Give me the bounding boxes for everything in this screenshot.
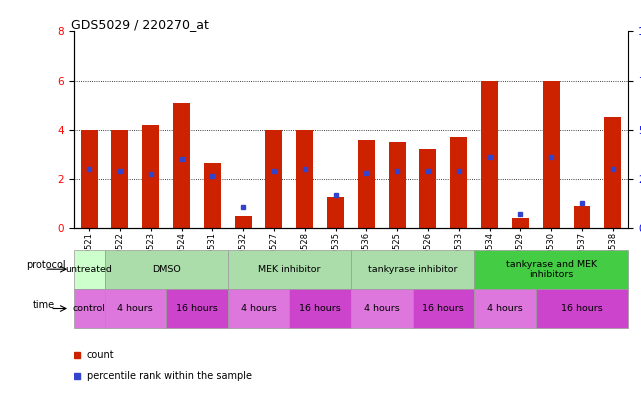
Bar <box>265 130 283 228</box>
Bar <box>474 289 536 328</box>
Text: 16 hours: 16 hours <box>422 304 464 313</box>
Bar <box>574 206 590 228</box>
Bar <box>289 289 351 328</box>
Bar <box>358 140 375 228</box>
Bar <box>142 125 159 228</box>
Bar <box>474 250 628 289</box>
Bar <box>74 289 104 328</box>
Bar <box>536 289 628 328</box>
Bar <box>604 118 621 228</box>
Text: GDS5029 / 220270_at: GDS5029 / 220270_at <box>71 18 209 31</box>
Text: protocol: protocol <box>26 260 65 270</box>
Text: tankyrase inhibitor: tankyrase inhibitor <box>368 265 457 274</box>
Text: 4 hours: 4 hours <box>487 304 523 313</box>
Bar <box>228 289 289 328</box>
Text: 16 hours: 16 hours <box>299 304 341 313</box>
Bar <box>228 250 351 289</box>
Bar <box>351 250 474 289</box>
Text: 4 hours: 4 hours <box>117 304 153 313</box>
Bar <box>112 130 128 228</box>
Text: MEK inhibitor: MEK inhibitor <box>258 265 320 274</box>
Bar <box>543 81 560 228</box>
Text: untreated: untreated <box>65 265 113 274</box>
Text: count: count <box>87 350 114 360</box>
Bar <box>413 289 474 328</box>
Bar <box>235 216 252 228</box>
Bar <box>327 197 344 228</box>
Text: control: control <box>72 304 106 313</box>
Text: 4 hours: 4 hours <box>364 304 399 313</box>
Text: DMSO: DMSO <box>152 265 181 274</box>
Bar <box>296 130 313 228</box>
Bar <box>104 289 166 328</box>
Bar <box>419 149 437 228</box>
Bar <box>481 81 498 228</box>
Bar <box>450 137 467 228</box>
Text: percentile rank within the sample: percentile rank within the sample <box>87 371 251 381</box>
Bar <box>166 289 228 328</box>
Bar <box>512 218 529 228</box>
Bar <box>173 103 190 228</box>
Bar <box>204 163 221 228</box>
Text: 4 hours: 4 hours <box>240 304 276 313</box>
Bar <box>351 289 413 328</box>
Bar <box>104 250 228 289</box>
Text: 16 hours: 16 hours <box>176 304 218 313</box>
Bar <box>81 130 97 228</box>
Text: time: time <box>33 299 55 310</box>
Bar <box>74 250 104 289</box>
Text: 16 hours: 16 hours <box>561 304 603 313</box>
Text: tankyrase and MEK
inhibitors: tankyrase and MEK inhibitors <box>506 259 597 279</box>
Bar <box>388 142 406 228</box>
